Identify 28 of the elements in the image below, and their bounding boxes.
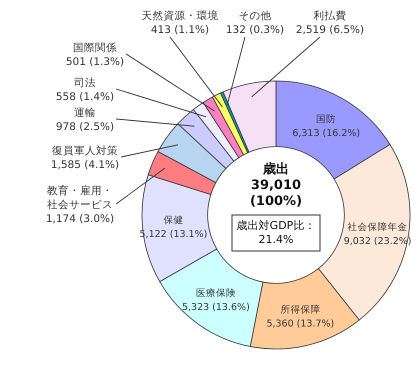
- text: 歳出: [262, 162, 289, 177]
- slice-label: 復員軍人対策: [52, 144, 118, 157]
- slice-label: 医療保険: [196, 286, 236, 299]
- data-label: 1,585 (4.1%): [50, 159, 120, 171]
- data-label: 558 (1.4%): [56, 91, 114, 103]
- text: (100%): [250, 194, 302, 209]
- data-label: 5,360 (13.7%): [266, 318, 334, 330]
- slice-label: 天然資源・環境: [142, 9, 218, 22]
- text: 39,010: [250, 178, 302, 193]
- slice-label: 国際関係: [73, 42, 117, 54]
- data-label: 6,313 (16.2%): [292, 128, 360, 139]
- slice-label: 所得保障: [280, 303, 320, 316]
- slice-label: 国防: [316, 112, 336, 125]
- data-label: 5,323 (13.6%): [182, 302, 250, 313]
- data-label: 1,174 (3.0%): [46, 213, 114, 225]
- slice-label: その他: [238, 10, 272, 22]
- data-label: 132 (0.3%): [226, 24, 284, 36]
- data-label: 501 (1.3%): [66, 56, 124, 68]
- data-label: 2,519 (6.5%): [296, 24, 364, 36]
- slice-label: 利払費: [314, 9, 346, 22]
- slice-label: 保健: [163, 215, 184, 226]
- data-label: 413 (1.1%): [150, 24, 210, 36]
- data-label: 978 (2.5%): [56, 121, 114, 133]
- slice-label: 司法: [74, 76, 96, 89]
- slice-label: 教育・雇用・社会サービス: [47, 184, 113, 211]
- slice-label: 運輸: [74, 107, 96, 119]
- slice-label: 社会保障年金: [348, 220, 408, 233]
- text: 歳出対GDP比：21.4%: [236, 219, 316, 246]
